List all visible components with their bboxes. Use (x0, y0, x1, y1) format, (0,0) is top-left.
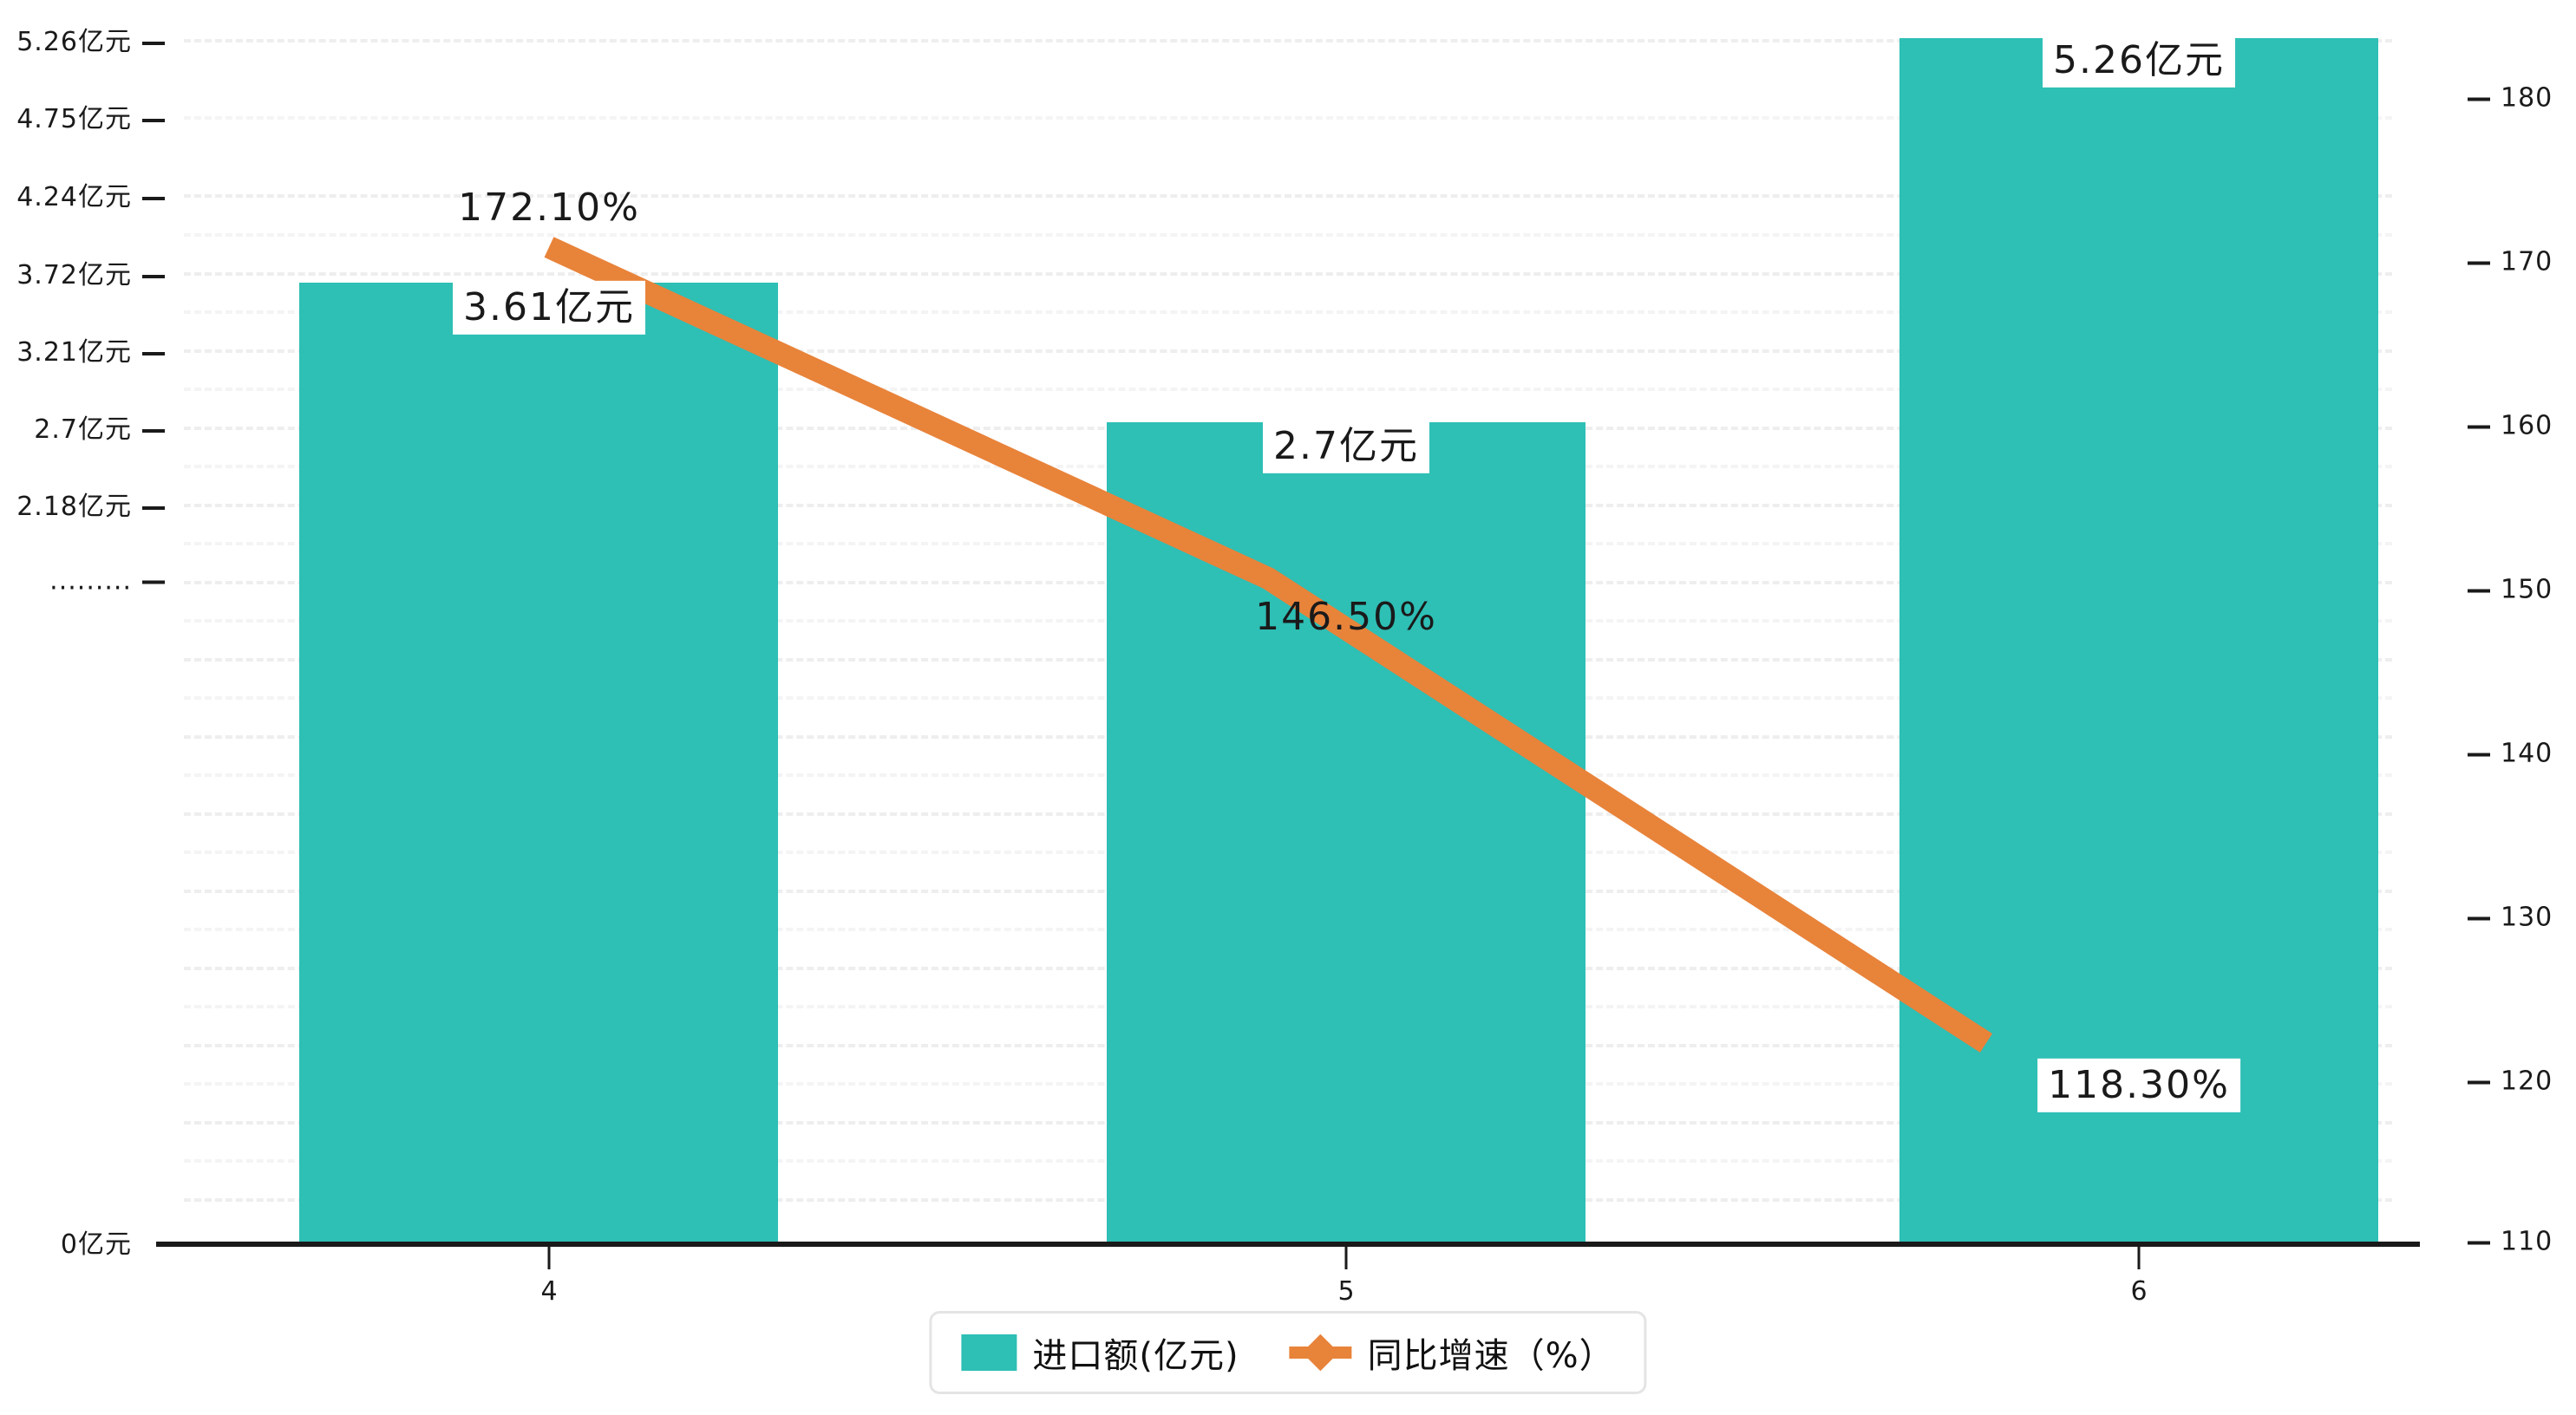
x-axis-tick-label-2: 6 (2130, 1276, 2148, 1307)
legend-item-growth-rate[interactable]: 同比增速（%） (1289, 1327, 1615, 1378)
right-axis-tick-text: 160 (2501, 410, 2553, 441)
tick-dash-icon (142, 41, 165, 45)
left-axis-tick-text: ......... (49, 565, 132, 597)
left-axis-tick-text: 3.72亿元 (16, 260, 132, 290)
left-axis-tick-text: 3.21亿元 (16, 337, 132, 368)
left-axis-tick-text: 0亿元 (60, 1229, 132, 1260)
chart-legend: 进口额(亿元) 同比增速（%） (929, 1311, 1647, 1394)
bar-data-label-1: 2.7亿元 (1263, 419, 1429, 474)
tick-dash-icon (142, 118, 165, 122)
x-axis-line (156, 1242, 2420, 1247)
tick-dash-icon (2468, 425, 2490, 428)
tick-dash-icon (2468, 261, 2490, 264)
gridline (184, 116, 2392, 120)
right-axis-tick-3: 150 (2468, 575, 2553, 605)
right-axis-tick-1: 170 (2468, 247, 2553, 277)
gridline (184, 194, 2392, 198)
line-data-label-2: 118.30% (2037, 1058, 2240, 1113)
bar-category-5[interactable] (1107, 422, 1585, 1242)
right-axis-tick-6: 120 (2468, 1066, 2553, 1097)
gridline (184, 310, 2392, 314)
x-axis-tick-label-1: 5 (1337, 1276, 1355, 1307)
tick-dash-icon (142, 505, 165, 510)
tick-dash-icon (142, 274, 165, 278)
tick-dash-icon (2468, 916, 2490, 920)
left-axis-tick-8: 0亿元 (61, 1223, 165, 1261)
tick-dash-icon (2468, 97, 2490, 101)
right-axis-tick-text: 140 (2501, 738, 2553, 769)
left-axis-tick-7: ......... (49, 566, 165, 597)
left-axis-tick-6: 2.18亿元 (16, 485, 165, 523)
line-diamond-swatch-icon (1289, 1333, 1352, 1372)
tick-dash-icon (142, 428, 165, 433)
left-axis-tick-4: 3.21亿元 (16, 330, 165, 368)
left-axis-tick-text: 5.26亿元 (16, 27, 132, 57)
bar-data-label-2: 5.26亿元 (2043, 33, 2235, 88)
legend-label-growth-rate: 同比增速（%） (1367, 1336, 1615, 1376)
line-data-label-1: 146.50% (1255, 594, 1437, 639)
x-axis-tick (2137, 1247, 2141, 1269)
left-axis-tick-0: 5.26亿元 (16, 20, 165, 58)
right-axis-tick-text: 120 (2501, 1066, 2553, 1097)
line-data-label-0: 172.10% (458, 185, 640, 230)
left-axis-tick-text: 4.75亿元 (16, 104, 132, 134)
tick-dash-icon (2468, 1080, 2490, 1084)
tick-dash-icon (142, 196, 165, 200)
legend-item-import-amount[interactable]: 进口额(亿元) (961, 1327, 1239, 1378)
x-axis-tick (547, 1247, 551, 1269)
tick-dash-icon (2468, 1241, 2490, 1244)
left-axis-tick-1: 4.75亿元 (16, 97, 165, 135)
bar-category-4[interactable] (299, 283, 778, 1242)
bar-swatch-icon (961, 1334, 1017, 1371)
left-axis-tick-text: 4.24亿元 (16, 182, 132, 212)
right-axis-tick-text: 130 (2501, 902, 2553, 933)
tick-dash-icon (2468, 589, 2490, 592)
right-axis-tick-text: 180 (2501, 82, 2553, 114)
right-axis-tick-7: 110 (2468, 1227, 2553, 1257)
gridline (184, 233, 2392, 237)
right-axis-tick-5: 130 (2468, 903, 2553, 933)
gridline (184, 349, 2392, 353)
diamond-marker-icon (1302, 1333, 1339, 1372)
right-axis-tick-text: 170 (2501, 246, 2553, 277)
growth-rate-polyline[interactable] (544, 237, 1993, 1053)
right-axis-tick-2: 160 (2468, 411, 2553, 441)
tick-dash-icon (142, 351, 165, 355)
left-axis-tick-3: 3.72亿元 (16, 253, 165, 291)
bar-data-label-0: 3.61亿元 (453, 280, 645, 336)
legend-label-import-amount: 进口额(亿元) (1032, 1336, 1239, 1376)
left-axis-tick-5: 2.7亿元 (34, 408, 165, 446)
left-axis-tick-text: 2.18亿元 (16, 492, 132, 522)
right-axis-tick-text: 150 (2501, 574, 2553, 605)
gridline (184, 388, 2392, 391)
right-axis-tick-0: 180 (2468, 83, 2553, 114)
right-axis-tick-4: 140 (2468, 739, 2553, 769)
left-axis-tick-2: 4.24亿元 (16, 175, 165, 213)
left-axis-tick-text: 2.7亿元 (34, 414, 132, 445)
tick-dash-icon (2468, 753, 2490, 756)
x-axis-tick (1344, 1247, 1348, 1269)
x-axis-tick-label-0: 4 (540, 1276, 558, 1307)
tick-dash-icon (142, 580, 165, 584)
gridline (184, 39, 2392, 42)
gridline (184, 272, 2392, 276)
right-axis-tick-text: 110 (2501, 1226, 2553, 1257)
